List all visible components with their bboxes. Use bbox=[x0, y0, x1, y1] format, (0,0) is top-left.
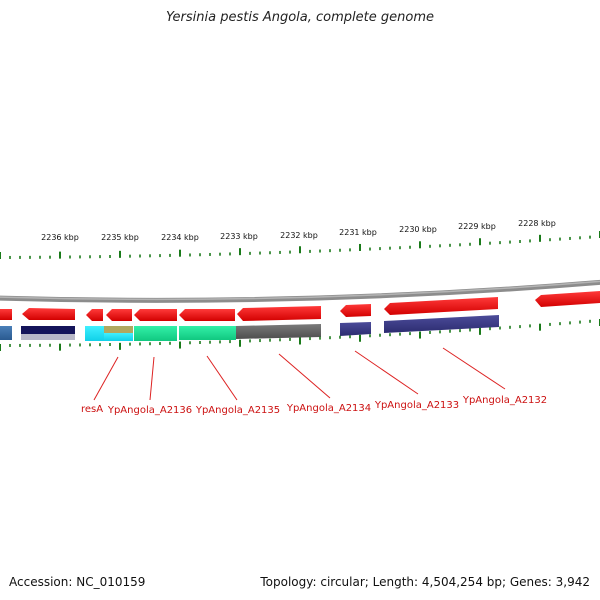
gene-label-a2134[interactable]: YpAngola_A2134 bbox=[286, 403, 371, 414]
outer-tick-ring bbox=[0, 231, 600, 259]
feature-block[interactable] bbox=[384, 315, 499, 333]
leader-line bbox=[206, 355, 238, 401]
cds-arrow-track bbox=[0, 291, 600, 321]
genome-title: Yersinia pestis Angola, complete genome bbox=[166, 10, 434, 25]
cds-arrow[interactable] bbox=[22, 308, 75, 320]
scale-label: 2233 kbp bbox=[220, 232, 258, 241]
scale-label: 2235 kbp bbox=[101, 233, 139, 242]
gene-labels: resA YpAngola_A2136 YpAngola_A2135 YpAng… bbox=[81, 395, 547, 416]
feature-block[interactable] bbox=[340, 322, 371, 336]
feature-block[interactable] bbox=[179, 326, 236, 340]
feature-block[interactable] bbox=[21, 326, 75, 334]
cds-arrow[interactable] bbox=[535, 291, 600, 307]
accession-text: Accession: NC_010159 bbox=[9, 575, 146, 589]
gene-label-a2135[interactable]: YpAngola_A2135 bbox=[195, 405, 280, 416]
gene-label-a2132[interactable]: YpAngola_A2132 bbox=[462, 395, 547, 406]
gene-label-a2136[interactable]: YpAngola_A2136 bbox=[107, 405, 192, 416]
genome-backbone bbox=[0, 279, 600, 303]
scale-label: 2228 kbp bbox=[518, 219, 556, 228]
gene-label-resa[interactable]: resA bbox=[81, 404, 103, 415]
cds-arrow[interactable] bbox=[134, 309, 177, 321]
cds-arrow[interactable] bbox=[237, 306, 321, 321]
feature-block[interactable] bbox=[236, 324, 321, 339]
cds-arrow[interactable] bbox=[106, 309, 132, 321]
genome-backbone-highlight bbox=[0, 280, 600, 301]
inner-tick-ring bbox=[0, 319, 600, 351]
scale-label: 2236 kbp bbox=[41, 233, 79, 242]
genome-summary-text: Topology: circular; Length: 4,504,254 bp… bbox=[260, 575, 590, 589]
leader-line bbox=[442, 347, 506, 390]
gene-label-a2133[interactable]: YpAngola_A2133 bbox=[374, 400, 459, 411]
feature-block[interactable] bbox=[85, 326, 104, 341]
scale-labels: 2236 kbp 2235 kbp 2234 kbp 2233 kbp 2232… bbox=[41, 219, 556, 242]
scale-label: 2234 kbp bbox=[161, 233, 199, 242]
leader-line bbox=[93, 356, 119, 401]
leader-line bbox=[149, 356, 155, 401]
leader-line bbox=[354, 350, 419, 395]
scale-label: 2231 kbp bbox=[339, 228, 377, 237]
feature-block[interactable] bbox=[21, 334, 75, 340]
feature-block[interactable] bbox=[134, 326, 177, 341]
cds-arrow[interactable] bbox=[179, 309, 235, 321]
label-leaders bbox=[93, 347, 506, 401]
cds-arrow[interactable] bbox=[0, 309, 12, 320]
scale-label: 2232 kbp bbox=[280, 231, 318, 240]
leader-line bbox=[278, 353, 331, 399]
feature-block[interactable] bbox=[104, 326, 133, 333]
feature-block-track bbox=[0, 315, 499, 341]
scale-label: 2229 kbp bbox=[458, 222, 496, 231]
cds-arrow[interactable] bbox=[384, 297, 498, 315]
feature-block[interactable] bbox=[104, 333, 133, 341]
scale-label: 2230 kbp bbox=[399, 225, 437, 234]
cds-arrow[interactable] bbox=[340, 304, 371, 317]
cds-arrow[interactable] bbox=[86, 309, 103, 321]
feature-block[interactable] bbox=[0, 326, 12, 340]
